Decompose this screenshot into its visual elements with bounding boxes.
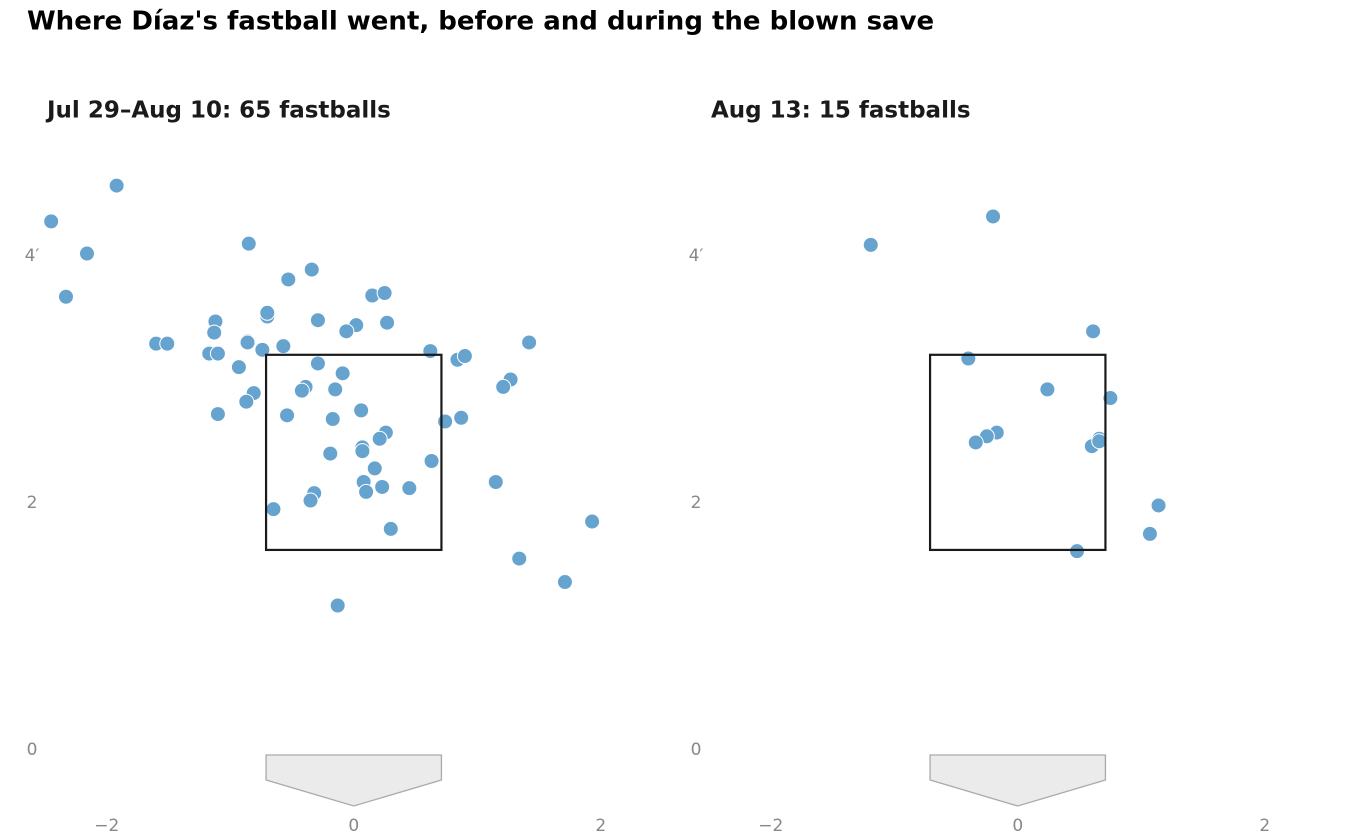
x-tick-label: 2 xyxy=(1259,816,1270,836)
pitch-point xyxy=(960,350,977,367)
pitch-point xyxy=(254,341,271,358)
pitch-point xyxy=(379,314,396,331)
pitch-point xyxy=(423,453,440,470)
pitch-point xyxy=(985,208,1002,225)
pitch-point xyxy=(374,478,391,495)
x-tick-label: −2 xyxy=(94,816,119,836)
pitch-point xyxy=(238,393,255,410)
pitch-point xyxy=(240,235,257,252)
pitch-point xyxy=(556,574,573,591)
panel-title: Jul 29–Aug 10: 65 fastballs xyxy=(45,98,391,124)
pitch-point xyxy=(57,288,74,305)
pitch-point xyxy=(230,359,247,376)
pitch-point xyxy=(259,304,276,321)
pitch-point xyxy=(309,355,326,372)
x-tick-label: 0 xyxy=(1012,816,1023,836)
pitch-point xyxy=(1150,497,1167,514)
x-tick-label: 0 xyxy=(348,816,359,836)
y-tick-label: 4′ xyxy=(689,246,704,266)
panel: Aug 13: 15 fastballs 0 2 4′ −2 0 2 xyxy=(689,98,1271,837)
panel-title: Aug 13: 15 fastballs xyxy=(711,98,971,124)
pitch-point xyxy=(376,285,393,302)
pitch-point xyxy=(279,407,296,424)
pitch-point xyxy=(329,597,346,614)
pitch-point xyxy=(495,378,512,395)
y-tick-label: 2 xyxy=(27,493,38,513)
pitch-point xyxy=(358,483,375,500)
page-title: Where Díaz's fastball went, before and d… xyxy=(27,7,934,37)
x-tick-label: −2 xyxy=(758,816,783,836)
pitch-point xyxy=(265,501,282,518)
pitch-point xyxy=(862,236,879,253)
y-tick-label: 0 xyxy=(27,740,38,760)
x-tick-label: 2 xyxy=(595,816,606,836)
pitch-point xyxy=(159,335,176,352)
pitch-point xyxy=(275,338,292,355)
pitch-point xyxy=(1102,390,1119,407)
y-tick-label: 0 xyxy=(691,740,702,760)
pitch-point xyxy=(280,271,297,288)
strike-zone xyxy=(928,353,1107,552)
pitch-point xyxy=(78,245,95,262)
pitch-point xyxy=(521,334,538,351)
pitch-point xyxy=(371,430,388,447)
pitch-point xyxy=(353,402,370,419)
pitch-point xyxy=(322,445,339,462)
pitch-point xyxy=(209,406,226,423)
pitch-point xyxy=(334,365,351,382)
pitch-point xyxy=(293,382,310,399)
pitch-point xyxy=(1141,525,1158,542)
pitch-point xyxy=(302,492,319,509)
pitch-point xyxy=(422,343,439,360)
pitch-point xyxy=(456,348,473,365)
strike-zone xyxy=(264,353,443,552)
pitch-point xyxy=(967,434,984,451)
pitch-point xyxy=(206,324,223,341)
pitch-point xyxy=(43,213,60,230)
panel: Jul 29–Aug 10: 65 fastballs 0 2 4′ −2 0 2 xyxy=(25,98,607,837)
pitch-point xyxy=(324,411,341,428)
pitch-point xyxy=(309,312,326,329)
pitch-point xyxy=(366,460,383,477)
y-tick-label: 2 xyxy=(691,493,702,513)
pitch-point xyxy=(511,550,528,567)
pitch-point xyxy=(338,323,355,340)
pitch-point xyxy=(584,513,601,530)
pitch-point xyxy=(437,413,454,430)
pitch-point xyxy=(1091,433,1108,450)
pitch-point xyxy=(209,345,226,362)
pitch-point xyxy=(487,474,504,491)
pitch-point xyxy=(108,177,125,194)
pitch-point xyxy=(1039,381,1056,398)
pitch-point xyxy=(303,261,320,278)
home-plate xyxy=(929,754,1107,807)
pitch-point xyxy=(382,520,399,537)
pitch-point xyxy=(239,334,256,351)
pitch-point xyxy=(354,443,371,460)
pitch-point xyxy=(1085,323,1102,340)
pitch-point xyxy=(1069,543,1086,560)
pitch-point xyxy=(401,480,418,497)
y-tick-label: 4′ xyxy=(25,246,40,266)
home-plate xyxy=(265,754,443,807)
pitch-point xyxy=(327,381,344,398)
pitch-point xyxy=(453,409,470,426)
